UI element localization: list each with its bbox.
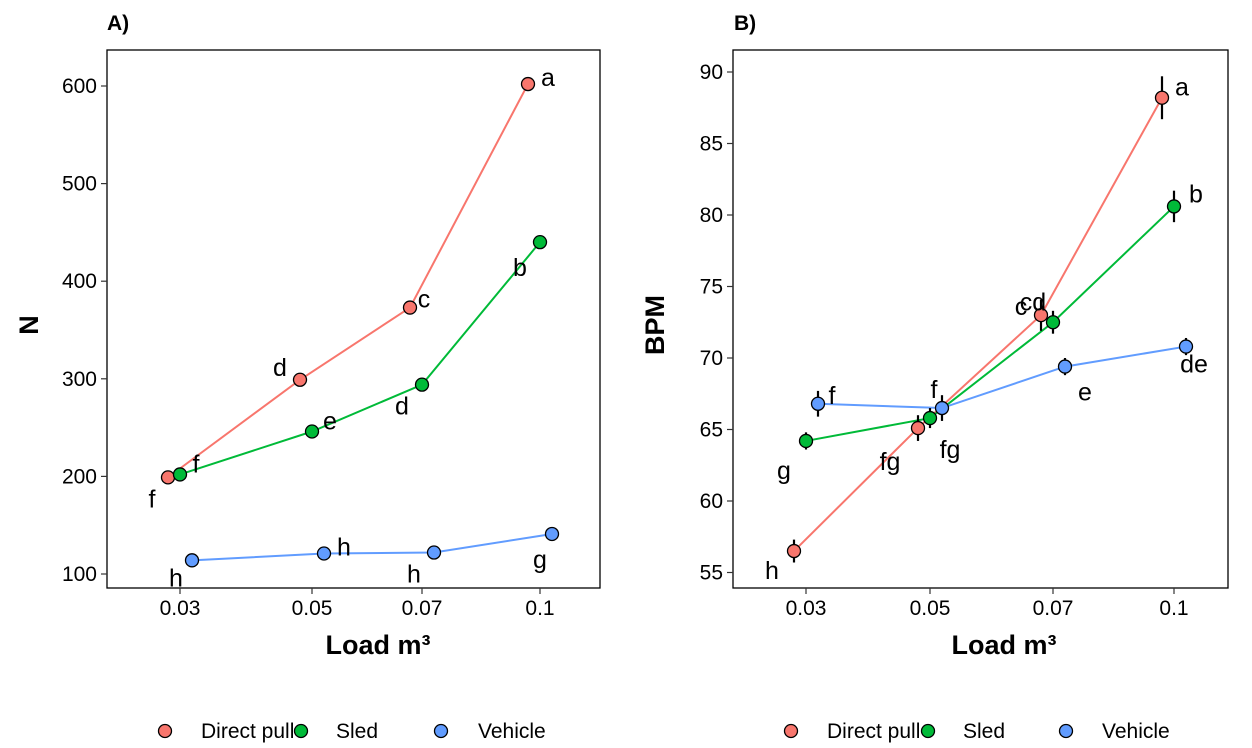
data-point-sled-b <box>922 410 938 426</box>
point-letter-label-b: de <box>1180 351 1208 379</box>
point-letter-label-b: fg <box>940 436 961 464</box>
point-letter-label-a: a <box>541 64 555 92</box>
point-letter-label-a: c <box>418 286 431 314</box>
point-letter-label-a: g <box>533 546 547 574</box>
data-point-vehicle-b <box>934 400 950 416</box>
y-tick-label-a: 400 <box>62 270 97 293</box>
panel-label-b: B) <box>734 12 756 35</box>
point-letter-label-b: f <box>829 382 836 410</box>
point-letter-label-b: cd <box>1020 288 1046 316</box>
x-tick-label-b: 0.05 <box>910 597 951 620</box>
point-letter-label-a: h <box>407 561 421 589</box>
data-point-sled-a <box>532 235 548 250</box>
data-point-vehicle-b <box>1178 339 1194 354</box>
x-tick-label-a: 0.1 <box>525 597 554 620</box>
data-point-direct-pull-a <box>520 76 536 92</box>
point-letter-label-a: h <box>337 534 351 562</box>
legend-label-vehicle-a: Vehicle <box>478 720 546 743</box>
point-letter-label-b: a <box>1175 74 1189 102</box>
panel-label-a: A) <box>107 12 129 35</box>
data-point-direct-pull-a <box>160 470 176 485</box>
x-tick-label-a: 0.03 <box>160 597 201 620</box>
legend-label-direct-pull-b: Direct pull <box>827 720 920 743</box>
series-line-sled-b <box>805 205 1175 442</box>
legend-key-sled-a <box>293 723 309 739</box>
data-point-direct-pull-a <box>402 300 418 315</box>
series-line-sled-a <box>179 241 541 476</box>
point-letter-label-a: d <box>395 393 409 421</box>
legend-key-sled-b <box>920 723 936 739</box>
y-tick-label-b: 75 <box>700 276 723 299</box>
data-point-direct-pull-a <box>292 372 308 387</box>
data-point-vehicle-a <box>544 526 560 542</box>
point-letter-label-b: c <box>1015 293 1028 321</box>
series-line-direct-pull-a <box>167 83 529 479</box>
legend-key-direct-pull-b <box>783 723 799 739</box>
y-tick-label-b: 65 <box>700 419 723 442</box>
panel-a: A) Load m³ N 100 200 300 400 500 600 0.03 0.05 0… <box>14 12 601 743</box>
y-tick-label-a: 100 <box>62 563 97 586</box>
data-point-sled-b <box>1166 199 1182 214</box>
x-tick-label-a: 0.05 <box>292 597 333 620</box>
data-point-direct-pull-b <box>786 543 802 559</box>
panel-b: B) Load m³ BPM 55 60 65 70 75 80 85 90 0.03 0.05 0… <box>640 12 1229 743</box>
point-letter-label-b: b <box>1189 180 1203 208</box>
legend-label-direct-pull-a: Direct pull <box>201 720 294 743</box>
x-axis-title-a: Load m³ <box>326 630 431 660</box>
point-letter-label-b: h <box>765 557 779 585</box>
point-letter-label-a: h <box>169 564 183 592</box>
point-letter-label-b: fg <box>880 448 901 476</box>
legend-label-vehicle-b: Vehicle <box>1102 720 1170 743</box>
y-axis-title-b: BPM <box>640 295 670 355</box>
data-point-direct-pull-b <box>1033 307 1049 323</box>
data-point-direct-pull-b <box>1154 90 1170 105</box>
y-tick-label-b: 80 <box>700 204 723 227</box>
data-point-vehicle-b <box>810 396 826 411</box>
y-tick-label-a: 600 <box>62 75 97 98</box>
y-tick-label-a: 200 <box>62 465 97 488</box>
point-letter-label-b: g <box>777 457 791 485</box>
legend-label-sled-a: Sled <box>336 720 378 743</box>
data-point-sled-a <box>304 424 320 439</box>
y-tick-label-b: 60 <box>700 490 723 513</box>
legend-key-direct-pull-a <box>157 723 173 739</box>
point-letter-label-b: f <box>931 376 938 404</box>
data-point-vehicle-a <box>184 553 200 568</box>
x-tick-label-a: 0.07 <box>402 597 443 620</box>
series-line-vehicle-a <box>191 532 553 562</box>
point-letter-label-a: f <box>149 485 156 513</box>
x-tick-label-b: 0.07 <box>1033 597 1074 620</box>
y-tick-label-a: 300 <box>62 368 97 391</box>
data-point-vehicle-b <box>1057 359 1073 374</box>
y-tick-label-b: 70 <box>700 347 723 370</box>
y-tick-label-b: 55 <box>700 562 723 585</box>
plot-frame-b <box>732 49 1229 589</box>
data-point-vehicle-a <box>426 545 442 560</box>
x-tick-label-b: 0.03 <box>786 597 827 620</box>
plot-frame-a <box>106 49 601 589</box>
point-letter-label-a: d <box>273 354 287 382</box>
data-point-sled-b <box>798 433 814 449</box>
point-letter-label-a: f <box>193 450 200 478</box>
data-point-vehicle-a <box>316 546 332 561</box>
point-letter-label-a: b <box>513 254 527 282</box>
point-letter-label-a: e <box>323 408 337 436</box>
legend-label-sled-b: Sled <box>963 720 1005 743</box>
legend-key-vehicle-a <box>433 723 449 739</box>
data-point-sled-a <box>414 377 430 392</box>
series-line-direct-pull-b <box>793 97 1163 552</box>
series-line-vehicle-b <box>817 345 1187 410</box>
y-tick-label-a: 500 <box>62 173 97 196</box>
point-letter-label-b: e <box>1078 379 1092 407</box>
legend-key-vehicle-b <box>1058 723 1074 739</box>
y-axis-title-a: N <box>14 315 44 335</box>
y-tick-label-b: 90 <box>700 61 723 84</box>
y-tick-label-b: 85 <box>700 133 723 156</box>
data-point-sled-a <box>172 467 188 482</box>
data-point-sled-b <box>1045 315 1061 330</box>
x-tick-label-b: 0.1 <box>1159 597 1188 620</box>
data-point-direct-pull-b <box>910 420 926 436</box>
x-axis-title-b: Load m³ <box>952 630 1057 660</box>
